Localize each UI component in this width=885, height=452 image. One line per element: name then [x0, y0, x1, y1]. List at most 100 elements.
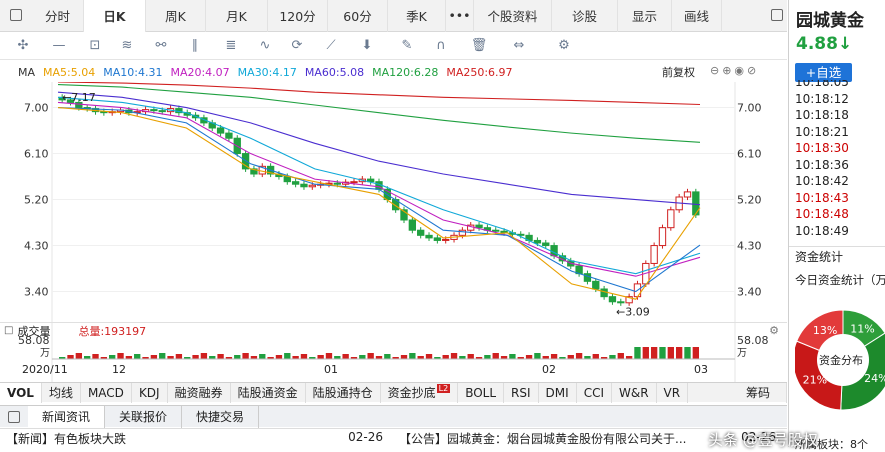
gear-icon[interactable]: ⚙: [769, 324, 779, 337]
news-panel-icon[interactable]: [8, 410, 20, 423]
candle-body: [250, 168, 258, 175]
indicator-7[interactable]: 资金抄底 L2: [381, 382, 459, 403]
candle-body: [667, 209, 675, 229]
indicator-11[interactable]: CCI: [577, 382, 612, 403]
indicator-9[interactable]: RSI: [504, 382, 539, 403]
rect-icon[interactable]: ⊡: [89, 38, 101, 53]
price-tick-right: 3.40: [737, 286, 762, 299]
fib-icon[interactable]: ≣: [225, 38, 237, 53]
indicator-1[interactable]: 均线: [42, 382, 81, 403]
expand-icon[interactable]: ⇔: [513, 38, 525, 53]
sidebar-toggle-icon[interactable]: [10, 9, 22, 21]
date-label: 12: [112, 363, 126, 376]
news-item[interactable]: 【公告】 园城黄金：烟台园城黄金股份有限公司关于... 02-26: [399, 429, 776, 446]
candle-body: [66, 99, 75, 103]
magnet-icon[interactable]: ∩: [436, 38, 446, 53]
volume-bar: [392, 357, 399, 359]
link-icon[interactable]: ⚯: [155, 38, 167, 53]
ma-legend-6: MA120:6.28: [372, 65, 439, 79]
tab-5[interactable]: 60分: [328, 0, 388, 32]
indicator-10[interactable]: DMI: [539, 382, 577, 403]
price-tick-right: 5.20: [737, 194, 762, 207]
arrow-down-icon[interactable]: ⬇: [361, 38, 373, 53]
fan-icon[interactable]: ≋: [121, 38, 133, 53]
volume-bar: [350, 357, 358, 359]
parallel-icon[interactable]: ∥: [191, 38, 199, 53]
news-item[interactable]: 【新闻】 有色板块大跌 02-26: [6, 429, 383, 446]
tab-3[interactable]: 月K: [206, 0, 268, 32]
indicator-4[interactable]: 融资融券: [168, 382, 231, 403]
candle-body: [658, 227, 667, 247]
indicator-3[interactable]: KDJ: [132, 382, 168, 403]
settings-icon[interactable]: ⚙: [558, 38, 570, 53]
candle-body: [442, 238, 450, 241]
cycle-icon[interactable]: ⟳: [291, 38, 303, 53]
crosshair-icon[interactable]: ✣: [17, 38, 29, 53]
tab-8[interactable]: 个股资料: [474, 0, 552, 32]
volume-bar: [384, 354, 391, 359]
news-tab-2[interactable]: 快捷交易: [182, 405, 260, 428]
volume-label: 成交量: [17, 324, 51, 338]
tab-2[interactable]: 周K: [146, 0, 206, 32]
kline-chart[interactable]: 7.00 7.00 6.10 6.10 5.20 5.20 4.30 4.30 3.40 3.40…: [0, 82, 787, 382]
price-tick-left: 3.40: [24, 286, 49, 299]
volume-bar: [234, 355, 241, 359]
candle-body: [291, 181, 300, 185]
ma120-line: [57, 84, 701, 143]
tab-11[interactable]: 画线: [672, 0, 722, 32]
tab-9[interactable]: 诊股: [552, 0, 618, 32]
low-annotation: ←3.09: [616, 305, 650, 318]
tab-7[interactable]: •••: [446, 0, 474, 32]
indicator-0[interactable]: VOL: [0, 382, 42, 403]
add-watchlist-button[interactable]: +自选: [795, 63, 852, 82]
ma-legend-7: MA250:6.97: [446, 65, 513, 79]
candle-body: [600, 288, 608, 298]
indicator-14[interactable]: 筹码: [730, 382, 787, 403]
zoom-controls[interactable]: ⊖⊕◉⊘: [710, 64, 760, 77]
indicator-5[interactable]: 陆股通资金: [231, 382, 306, 403]
tab-4[interactable]: 120分: [268, 0, 328, 32]
indicator-12[interactable]: W&R: [612, 382, 657, 403]
price-tick-left: 5.20: [24, 194, 49, 207]
news-tab-1[interactable]: 关联报价: [105, 405, 183, 428]
candle-body: [433, 237, 442, 241]
tab-10[interactable]: 显示: [618, 0, 672, 32]
eraser-icon[interactable]: ✎: [401, 38, 413, 53]
volume-bar: [559, 357, 566, 359]
line-icon[interactable]: —: [52, 38, 66, 53]
indicator-8[interactable]: BOLL: [458, 382, 505, 403]
volume-bar: [617, 353, 624, 359]
candle-body: [425, 234, 433, 239]
tab-1[interactable]: 日K: [84, 0, 146, 32]
tab-0[interactable]: 分时: [32, 0, 84, 32]
adjust-select[interactable]: 前复权: [662, 66, 695, 79]
volume-bar: [150, 355, 158, 359]
ma-legend: MA MA5:5.04 MA10:4.31 MA20:4.07 MA30:4.17 MA6…: [0, 62, 787, 82]
tab-6[interactable]: 季K: [388, 0, 446, 32]
volume-scale: 58.08: [18, 334, 50, 347]
indicator-6[interactable]: 陆股通持仓: [306, 382, 381, 403]
panel-toggle-icon[interactable]: [771, 9, 783, 21]
date-label: 02: [542, 363, 556, 376]
indicator-13[interactable]: VR: [657, 382, 689, 403]
donut-slice-label: 21%: [803, 373, 827, 386]
trash-icon[interactable]: 🗑: [470, 38, 488, 53]
volume-bar: [100, 357, 108, 359]
price-tick-right: 6.10: [737, 148, 762, 161]
price-tick-right: 7.00: [737, 102, 762, 115]
news-tab-0[interactable]: 新闻资讯: [28, 405, 106, 428]
indicator-2[interactable]: MACD: [81, 382, 132, 403]
volume-bar: [325, 353, 333, 359]
volume-bar: [667, 347, 674, 359]
volume-bar: [375, 356, 383, 359]
volume-bar: [609, 355, 616, 359]
volume-bar: [659, 347, 666, 359]
volume-bar: [500, 356, 508, 359]
candle-body: [300, 183, 308, 188]
ruler-icon[interactable]: ⟋: [326, 38, 336, 53]
ma-legend-4: MA30:4.17: [237, 65, 297, 79]
ma-legend-1: MA5:5.04: [43, 65, 96, 79]
tick-row: 10:18:18: [795, 108, 849, 122]
wave-icon[interactable]: ∿: [259, 38, 271, 53]
volume-bar: [517, 357, 524, 359]
